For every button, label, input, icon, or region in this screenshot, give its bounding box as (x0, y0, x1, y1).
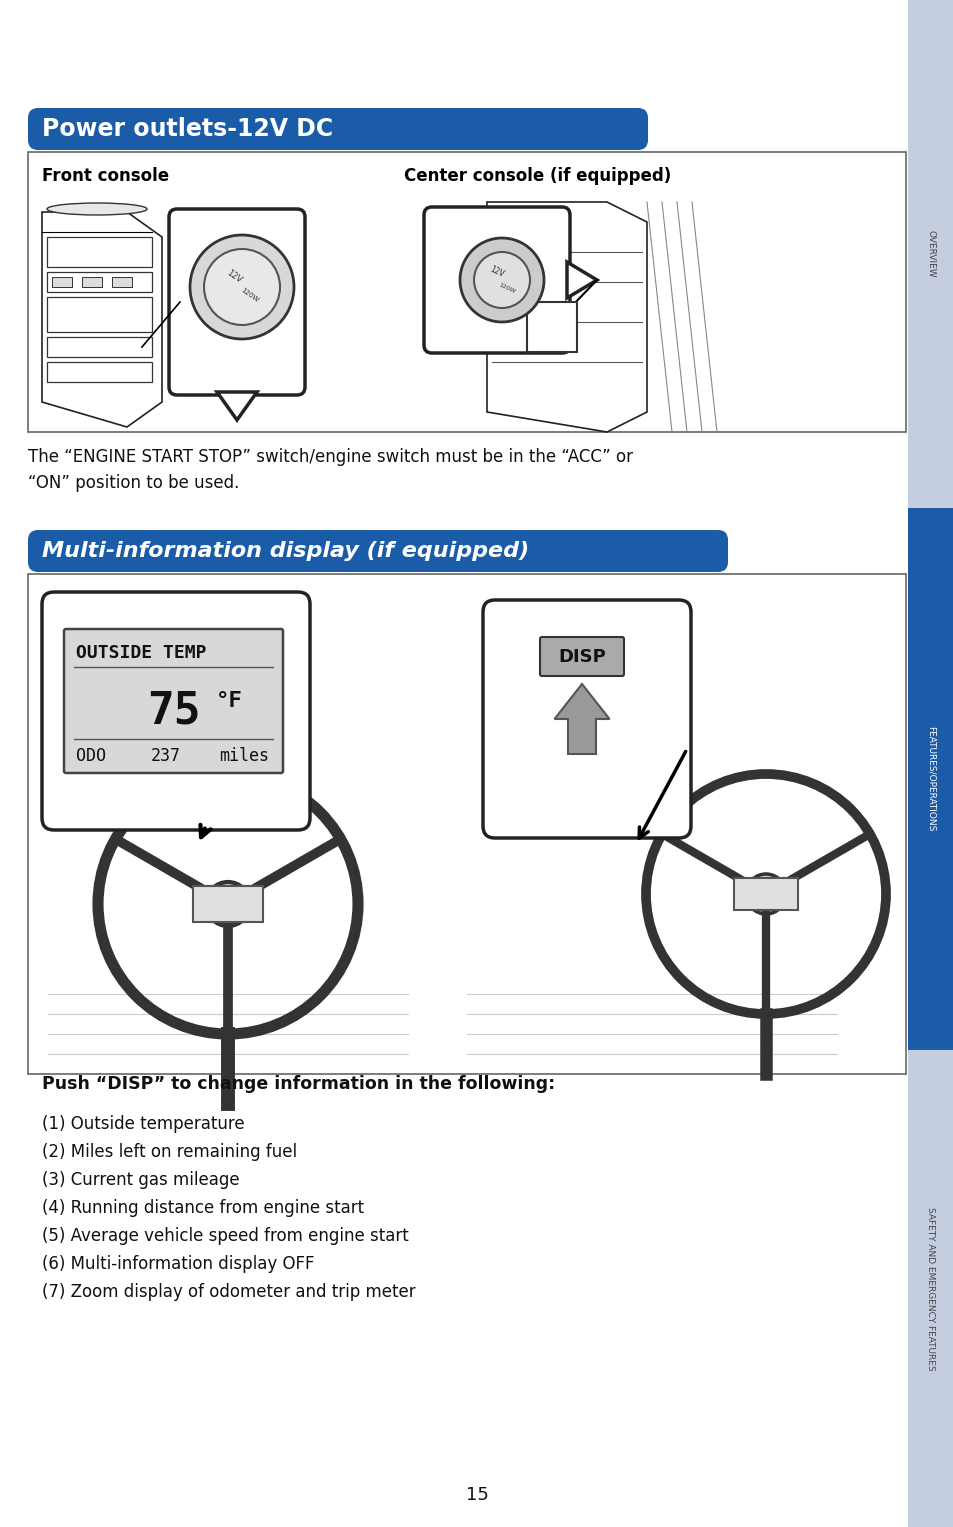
Text: 237: 237 (151, 747, 181, 765)
Text: 120W: 120W (497, 282, 516, 295)
Circle shape (474, 252, 530, 308)
Text: (1) Outside temperature: (1) Outside temperature (42, 1115, 244, 1133)
Text: OUTSIDE TEMP: OUTSIDE TEMP (76, 644, 206, 663)
Text: Front console: Front console (42, 166, 169, 185)
FancyBboxPatch shape (28, 530, 727, 573)
Bar (526, 302, 577, 353)
Bar (47, 272, 152, 292)
Text: 12V: 12V (488, 264, 505, 279)
Bar (907, 1051, 953, 1527)
FancyBboxPatch shape (169, 209, 305, 395)
Text: (7) Zoom display of odometer and trip meter: (7) Zoom display of odometer and trip me… (42, 1283, 416, 1301)
Text: DISP: DISP (558, 647, 605, 666)
Text: (3) Current gas mileage: (3) Current gas mileage (42, 1171, 239, 1190)
Text: ODO: ODO (76, 747, 106, 765)
Bar (907, 508, 953, 1051)
Text: Push “DISP” to change information in the following:: Push “DISP” to change information in the… (42, 1075, 555, 1093)
Bar (47, 362, 152, 382)
Text: Power outlets-12V DC: Power outlets-12V DC (42, 118, 333, 140)
Bar (47, 296, 152, 331)
Circle shape (190, 235, 294, 339)
Bar (47, 337, 152, 357)
Text: 12V: 12V (225, 269, 243, 286)
Ellipse shape (47, 203, 147, 215)
FancyBboxPatch shape (423, 208, 569, 353)
Polygon shape (216, 392, 256, 420)
Text: °F: °F (215, 692, 242, 712)
FancyBboxPatch shape (28, 108, 647, 150)
Text: (4) Running distance from engine start: (4) Running distance from engine start (42, 1199, 364, 1217)
Text: (5) Average vehicle speed from engine start: (5) Average vehicle speed from engine st… (42, 1228, 408, 1245)
Polygon shape (566, 263, 597, 298)
FancyArrow shape (554, 684, 609, 754)
Text: OVERVIEW: OVERVIEW (925, 231, 935, 278)
Bar (193, 886, 263, 922)
Bar (47, 237, 152, 267)
Bar (112, 276, 132, 287)
Text: 75: 75 (147, 690, 200, 733)
Circle shape (745, 873, 785, 915)
Circle shape (459, 238, 543, 322)
FancyBboxPatch shape (42, 592, 310, 831)
Bar (28, 574, 905, 1073)
Text: SAFETY AND EMERGENCY FEATURES: SAFETY AND EMERGENCY FEATURES (925, 1206, 935, 1370)
Bar (52, 276, 71, 287)
Bar (733, 878, 797, 910)
Text: The “ENGINE START STOP” switch/engine switch must be in the “ACC” or: The “ENGINE START STOP” switch/engine sw… (28, 447, 633, 466)
Bar (82, 276, 102, 287)
FancyBboxPatch shape (539, 637, 623, 676)
Text: FEATURES/OPERATIONS: FEATURES/OPERATIONS (925, 727, 935, 832)
Text: Center console (if equipped): Center console (if equipped) (403, 166, 670, 185)
Text: Multi-information display (if equipped): Multi-information display (if equipped) (42, 541, 529, 560)
Text: “ON” position to be used.: “ON” position to be used. (28, 473, 239, 492)
Text: 15: 15 (465, 1486, 488, 1504)
Text: 120W: 120W (240, 287, 260, 304)
Text: miles: miles (219, 747, 269, 765)
Circle shape (206, 883, 250, 925)
Bar (907, 0, 953, 508)
Text: (2) Miles left on remaining fuel: (2) Miles left on remaining fuel (42, 1144, 296, 1161)
FancyBboxPatch shape (64, 629, 283, 773)
Circle shape (204, 249, 280, 325)
FancyBboxPatch shape (482, 600, 690, 838)
Bar (28, 153, 905, 432)
Text: (6) Multi-information display OFF: (6) Multi-information display OFF (42, 1255, 314, 1274)
